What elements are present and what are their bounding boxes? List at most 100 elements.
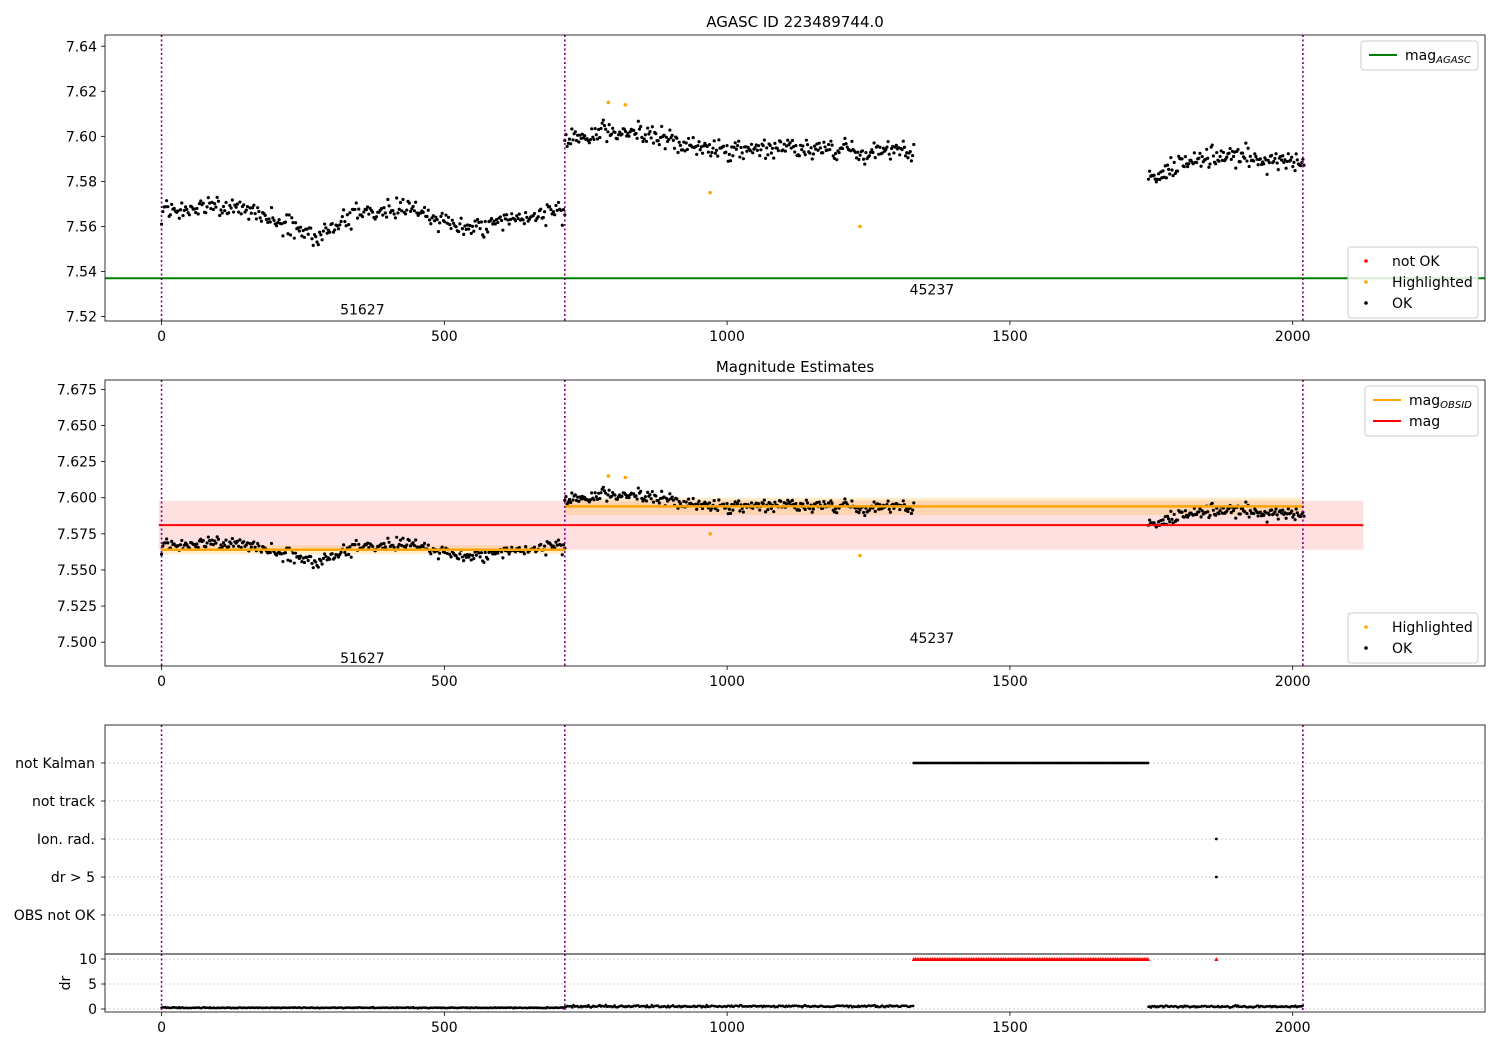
ok-point <box>605 139 609 144</box>
ok-point <box>1208 513 1212 518</box>
ok-point <box>686 497 691 501</box>
p1-xtick-label: 1500 <box>992 329 1028 345</box>
ok-point <box>759 148 763 152</box>
ok-point <box>310 561 314 566</box>
ok-point <box>474 553 478 557</box>
flag-point <box>1146 761 1150 765</box>
ok-point <box>1280 158 1284 162</box>
ok-point <box>319 233 323 237</box>
ok-point <box>446 215 451 219</box>
ok-point <box>1262 162 1266 166</box>
ok-point <box>885 145 889 149</box>
legend-points-marker <box>1364 280 1368 284</box>
ok-point <box>569 500 573 505</box>
ok-point <box>725 502 729 506</box>
ok-point <box>831 154 835 158</box>
ok-point <box>1210 501 1214 505</box>
ok-point <box>549 543 553 547</box>
ok-point <box>280 222 284 226</box>
ok-point <box>716 154 720 158</box>
ok-point <box>1254 154 1258 159</box>
ok-point <box>449 226 453 231</box>
p2-xtick-label: 500 <box>431 674 458 690</box>
ok-point <box>684 141 688 145</box>
flag-label: dr > 5 <box>51 870 95 886</box>
ok-point <box>1244 500 1248 504</box>
ok-point <box>314 560 318 564</box>
ok-point <box>696 502 700 506</box>
ok-point <box>181 213 185 218</box>
ok-point <box>553 213 557 217</box>
ok-point <box>833 507 838 511</box>
ok-point <box>163 541 167 545</box>
ok-point <box>381 213 385 217</box>
ok-point <box>588 498 593 502</box>
ok-point <box>454 225 458 229</box>
ok-point <box>1211 508 1215 512</box>
p1-ytick-label: 7.64 <box>66 39 97 55</box>
ok-point <box>900 148 904 152</box>
ok-point <box>301 228 305 233</box>
ok-point <box>323 552 327 556</box>
ok-point <box>192 207 197 211</box>
ok-point <box>763 510 768 514</box>
ok-point <box>220 211 224 215</box>
ok-point <box>269 205 274 210</box>
ok-point <box>500 218 504 223</box>
ok-point <box>635 497 639 501</box>
ok-point <box>593 126 597 131</box>
ok-point <box>587 141 591 145</box>
ok-point <box>213 202 217 206</box>
ok-point <box>850 139 854 144</box>
ok-point <box>728 511 733 515</box>
ok-point <box>316 565 320 569</box>
ok-point <box>288 233 293 237</box>
ok-point <box>539 207 543 211</box>
ok-point <box>634 494 638 498</box>
p1-ytick-label: 7.60 <box>66 129 97 145</box>
ok-point <box>786 498 790 502</box>
ok-point <box>525 215 529 220</box>
ok-point <box>235 539 240 543</box>
ok-point <box>468 223 472 228</box>
ok-point <box>1246 146 1250 150</box>
highlighted-point <box>858 224 862 229</box>
ok-point <box>462 559 466 563</box>
p2-xtick-label: 2000 <box>1275 674 1311 690</box>
ok-point <box>462 232 466 236</box>
ok-point <box>483 550 487 554</box>
ok-point <box>1248 154 1252 158</box>
ok-point <box>878 145 882 149</box>
ok-point <box>835 511 839 515</box>
ok-point <box>756 502 761 506</box>
ok-point <box>397 542 401 547</box>
ok-point <box>379 542 384 546</box>
ok-point <box>253 212 257 216</box>
ok-point <box>223 209 227 213</box>
ok-point <box>448 222 452 227</box>
ok-point <box>494 218 499 222</box>
ok-point <box>384 215 389 219</box>
ok-point <box>738 509 742 513</box>
ok-point <box>1291 515 1295 519</box>
ok-point <box>297 556 301 561</box>
ok-point <box>671 498 675 502</box>
ok-point <box>670 495 674 499</box>
ok-point <box>649 136 653 140</box>
ok-point <box>1245 159 1249 163</box>
ok-point <box>607 488 611 492</box>
ok-point <box>330 552 334 556</box>
ok-point <box>333 228 337 232</box>
ok-point <box>507 222 511 226</box>
ok-point <box>1148 169 1152 173</box>
p2-ytick-label: 7.525 <box>57 599 97 615</box>
ok-point <box>676 150 680 155</box>
ok-point <box>209 207 213 211</box>
ok-point <box>735 144 740 148</box>
ok-point <box>705 144 709 149</box>
ok-point <box>516 216 520 221</box>
ok-point <box>465 223 470 227</box>
ok-point <box>429 222 433 226</box>
ok-point <box>347 552 351 556</box>
ok-point <box>524 211 528 215</box>
